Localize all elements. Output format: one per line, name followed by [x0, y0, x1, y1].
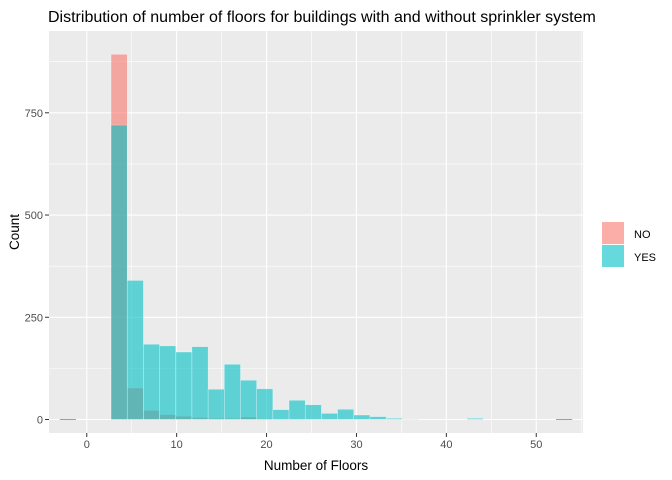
bar-yes	[175, 351, 193, 420]
x-axis-title: Number of Floors	[264, 458, 369, 473]
bar-yes	[191, 346, 209, 420]
bar-yes	[353, 414, 371, 420]
y-tick-label: 250	[25, 312, 43, 324]
legend: NO YES	[602, 222, 656, 267]
y-tick-label: 750	[25, 108, 43, 120]
x-tick-label: 20	[260, 439, 272, 451]
x-tick-label: 0	[84, 439, 90, 451]
chart-title: Distribution of number of floors for bui…	[48, 9, 596, 26]
bar-yes	[224, 364, 241, 420]
bar-yes	[256, 388, 274, 420]
y-tick-label: 0	[37, 415, 43, 427]
legend-label-yes: YES	[634, 252, 656, 264]
bar-yes	[272, 409, 290, 420]
bars-yes-series	[59, 124, 573, 421]
legend-key-no	[602, 222, 624, 244]
bar-yes	[466, 418, 484, 420]
x-axis: 0 10 20 30 40 50	[84, 433, 542, 451]
bar-yes	[159, 345, 177, 420]
bar-yes	[240, 379, 257, 420]
x-tick-label: 40	[440, 439, 452, 451]
bar-yes	[288, 400, 306, 420]
grid-minor	[49, 31, 583, 433]
y-axis-title: Count	[7, 214, 22, 250]
bar-yes	[369, 416, 387, 420]
bar-yes	[126, 280, 144, 420]
legend-key-yes	[602, 245, 624, 267]
x-tick-label: 30	[350, 439, 362, 451]
bar-yes	[321, 413, 338, 420]
y-axis: 0 250 500 750	[25, 108, 49, 427]
legend-label-no: NO	[634, 229, 651, 241]
y-tick-label: 500	[25, 210, 43, 222]
bar-yes	[385, 418, 403, 420]
bar-yes	[207, 388, 225, 420]
bar-yes	[110, 124, 128, 420]
bar-yes	[337, 409, 355, 420]
bar-yes	[304, 404, 322, 420]
x-tick-label: 50	[530, 439, 542, 451]
bar-yes	[143, 344, 160, 420]
x-tick-label: 10	[171, 439, 183, 451]
